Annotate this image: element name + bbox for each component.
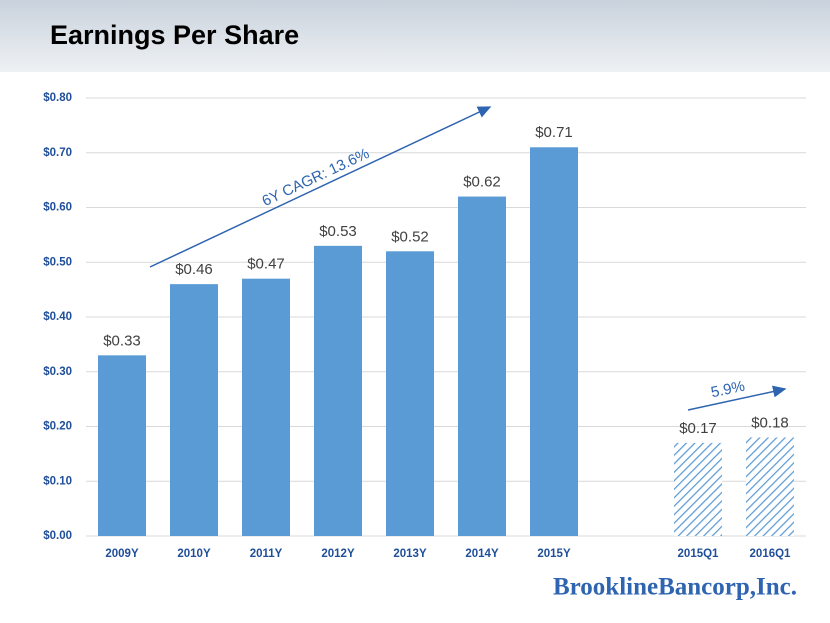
- bar: [170, 284, 218, 536]
- y-tick-label: $0.10: [43, 475, 72, 487]
- y-tick-label: $0.80: [43, 92, 72, 104]
- value-label: $0.18: [751, 414, 789, 431]
- bar: [314, 245, 362, 536]
- value-label: $0.46: [175, 261, 213, 278]
- value-label: $0.53: [319, 223, 357, 240]
- y-tick-label: $0.70: [43, 147, 72, 159]
- bar: [98, 355, 146, 536]
- y-tick-label: $0.30: [43, 366, 72, 378]
- annotation: 6Y CAGR: 13.6%: [259, 145, 372, 210]
- x-tick-label: 2014Y: [465, 548, 499, 560]
- bar: [458, 196, 506, 537]
- y-tick-label: $0.40: [43, 311, 72, 323]
- bar: [746, 437, 794, 536]
- logo: BrooklineBancorp,Inc.: [553, 574, 797, 601]
- value-label: $0.17: [679, 420, 717, 437]
- bar: [674, 442, 722, 536]
- bar: [242, 278, 290, 536]
- value-label: $0.47: [247, 256, 285, 273]
- value-label: $0.62: [463, 174, 501, 191]
- trend-arrow: [149, 106, 492, 268]
- chart-title: Earnings Per Share: [50, 20, 299, 50]
- value-label: $0.52: [391, 228, 429, 245]
- x-tick-label: 2012Y: [321, 548, 355, 560]
- y-tick-label: $0.00: [43, 530, 72, 542]
- x-tick-label: 2013Y: [393, 548, 427, 560]
- x-tick-label: 2011Y: [250, 548, 283, 560]
- y-tick-label: $0.60: [43, 202, 72, 214]
- x-tick-label: 2009Y: [105, 548, 139, 560]
- trend-arrow: [687, 385, 787, 411]
- x-tick-label: 2016Q1: [750, 548, 792, 560]
- x-tick-label: 2015Q1: [678, 548, 720, 560]
- value-label: $0.33: [103, 332, 141, 349]
- x-tick-label: 2010Y: [177, 548, 211, 560]
- x-tick-label: 2015Y: [537, 548, 571, 560]
- annotation: 5.9%: [709, 378, 746, 402]
- bar: [530, 147, 578, 536]
- value-label: $0.71: [535, 124, 573, 141]
- y-tick-label: $0.50: [43, 256, 72, 268]
- header-background: [0, 0, 830, 72]
- bar: [386, 251, 434, 537]
- y-tick-label: $0.20: [43, 421, 72, 433]
